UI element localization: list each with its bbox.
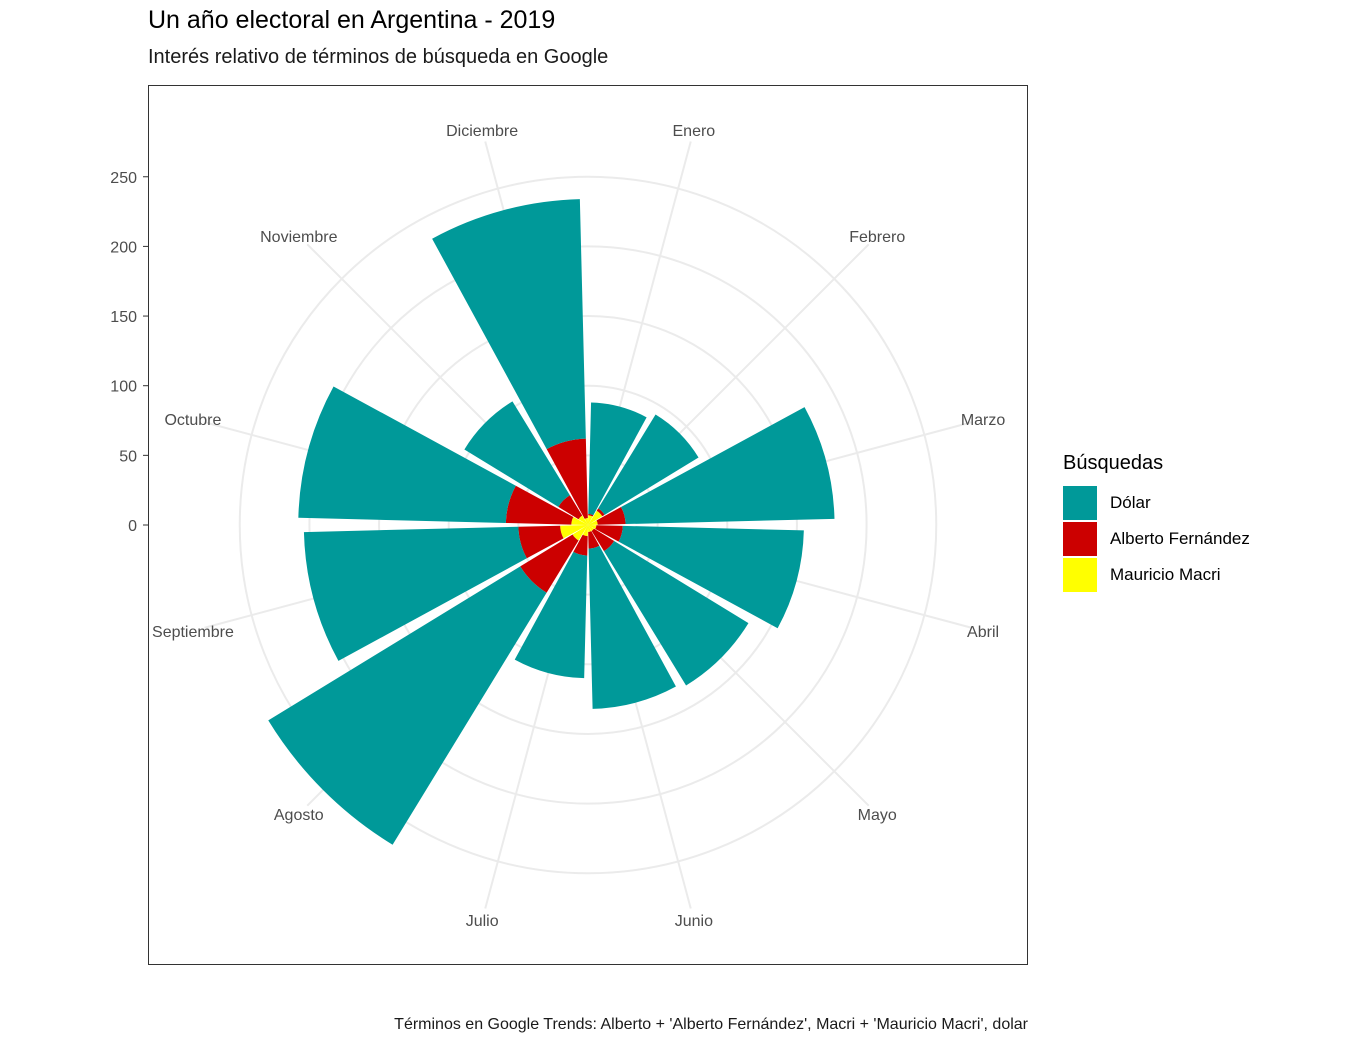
- grid-circle: [308, 245, 868, 805]
- bar-dólar-junio: [588, 545, 676, 709]
- bar-dólar-marzo: [621, 407, 835, 525]
- bar-alberto-fernández-mayo: [591, 528, 615, 552]
- grid-circle: [517, 454, 659, 596]
- bar-mauricio-macri-marzo: [588, 520, 598, 525]
- y-tick-label: 0: [128, 518, 137, 535]
- bar-mauricio-macri-septiembre: [560, 525, 588, 539]
- month-label-agosto: Agosto: [274, 807, 324, 824]
- bar-alberto-fernández-marzo: [596, 507, 626, 525]
- bar-dólar-noviembre: [464, 401, 570, 507]
- bar-mauricio-macri-abril: [588, 525, 597, 529]
- month-label-septiembre: Septiembre: [152, 624, 234, 641]
- bar-dólar-octubre: [298, 386, 516, 523]
- month-label-diciembre: Diciembre: [446, 123, 518, 140]
- bar-dólar-mayo: [603, 540, 749, 686]
- chart-caption: Términos en Google Trends: Alberto + 'Al…: [394, 1016, 1028, 1033]
- bar-mauricio-macri-mayo: [588, 525, 594, 531]
- legend-item-alberto: Alberto Fernández: [1063, 521, 1250, 557]
- bar-mauricio-macri-octubre: [571, 517, 588, 525]
- bar-dólar-diciembre: [432, 199, 586, 450]
- month-labels: Enero Febrero Marzo Abril Mayo Junio Julio Agos…: [152, 123, 1005, 930]
- bar-dólar-abril: [618, 525, 804, 629]
- bar-alberto-fernández-enero: [588, 513, 594, 517]
- grid-circle: [378, 315, 798, 735]
- legend-label: Mauricio Macri: [1110, 565, 1221, 584]
- bar-mauricio-macri-diciembre: [584, 518, 588, 525]
- bar-dólar-febrero: [598, 414, 699, 515]
- month-label-noviembre: Noviembre: [260, 229, 337, 246]
- bar-mauricio-macri-febrero: [588, 510, 603, 525]
- legend-item-macri: Mauricio Macri: [1063, 557, 1250, 593]
- y-tick-label: 100: [110, 379, 137, 396]
- legend-label: Dólar: [1110, 493, 1151, 512]
- bar-alberto-fernández-diciembre: [546, 438, 588, 519]
- chart-title: Un año electoral en Argentina - 2019: [148, 6, 556, 34]
- legend-key-dolar: [1063, 486, 1097, 520]
- y-tick-label: 50: [119, 448, 137, 465]
- bar-alberto-fernández-julio: [573, 534, 588, 556]
- bar-alberto-fernández-noviembre: [558, 495, 583, 520]
- bar-alberto-fernández-agosto: [520, 534, 579, 593]
- bar-mauricio-macri-noviembre: [578, 515, 588, 525]
- month-label-marzo: Marzo: [961, 412, 1006, 429]
- bars: [268, 199, 835, 845]
- y-axis: 0 50 100 150 200 250: [110, 170, 148, 535]
- y-tick-label: 150: [110, 309, 137, 326]
- bar-alberto-fernández-octubre: [505, 485, 574, 525]
- bar-mauricio-macri-julio: [582, 525, 588, 537]
- month-label-julio: Julio: [466, 913, 499, 930]
- legend-key-alberto: [1063, 522, 1097, 556]
- y-tick-label: 200: [110, 239, 137, 256]
- month-label-junio: Junio: [675, 913, 713, 930]
- bar-dólar-agosto: [268, 566, 547, 845]
- y-tick-label: 250: [110, 170, 137, 187]
- bar-dólar-septiembre: [303, 526, 527, 661]
- legend-item-dolar: Dólar: [1063, 485, 1250, 521]
- legend-key-macri: [1063, 558, 1097, 592]
- month-label-enero: Enero: [673, 123, 716, 140]
- bar-alberto-fernández-septiembre: [518, 525, 564, 559]
- bar-alberto-fernández-abril: [595, 525, 623, 542]
- chart-subtitle: Interés relativo de términos de búsqueda…: [148, 46, 609, 68]
- grid-circle: [447, 384, 729, 666]
- month-label-febrero: Febrero: [849, 229, 905, 246]
- bar-dólar-julio: [514, 551, 588, 679]
- month-label-octubre: Octubre: [164, 412, 221, 429]
- month-label-abril: Abril: [967, 624, 999, 641]
- bar-mauricio-macri-enero: [588, 515, 593, 525]
- legend-title: Búsquedas: [1063, 452, 1164, 474]
- bar-alberto-fernández-junio: [588, 531, 600, 549]
- bar-alberto-fernández-febrero: [596, 508, 605, 517]
- bar-mauricio-macri-agosto: [572, 525, 588, 541]
- month-label-mayo: Mayo: [858, 807, 897, 824]
- bar-dólar-enero: [588, 402, 647, 516]
- legend: Búsquedas Dólar Alberto Fernández Mauric…: [1063, 452, 1250, 593]
- legend-label: Alberto Fernández: [1110, 529, 1250, 548]
- bar-mauricio-macri-junio: [588, 525, 592, 532]
- grid-circle: [238, 175, 938, 875]
